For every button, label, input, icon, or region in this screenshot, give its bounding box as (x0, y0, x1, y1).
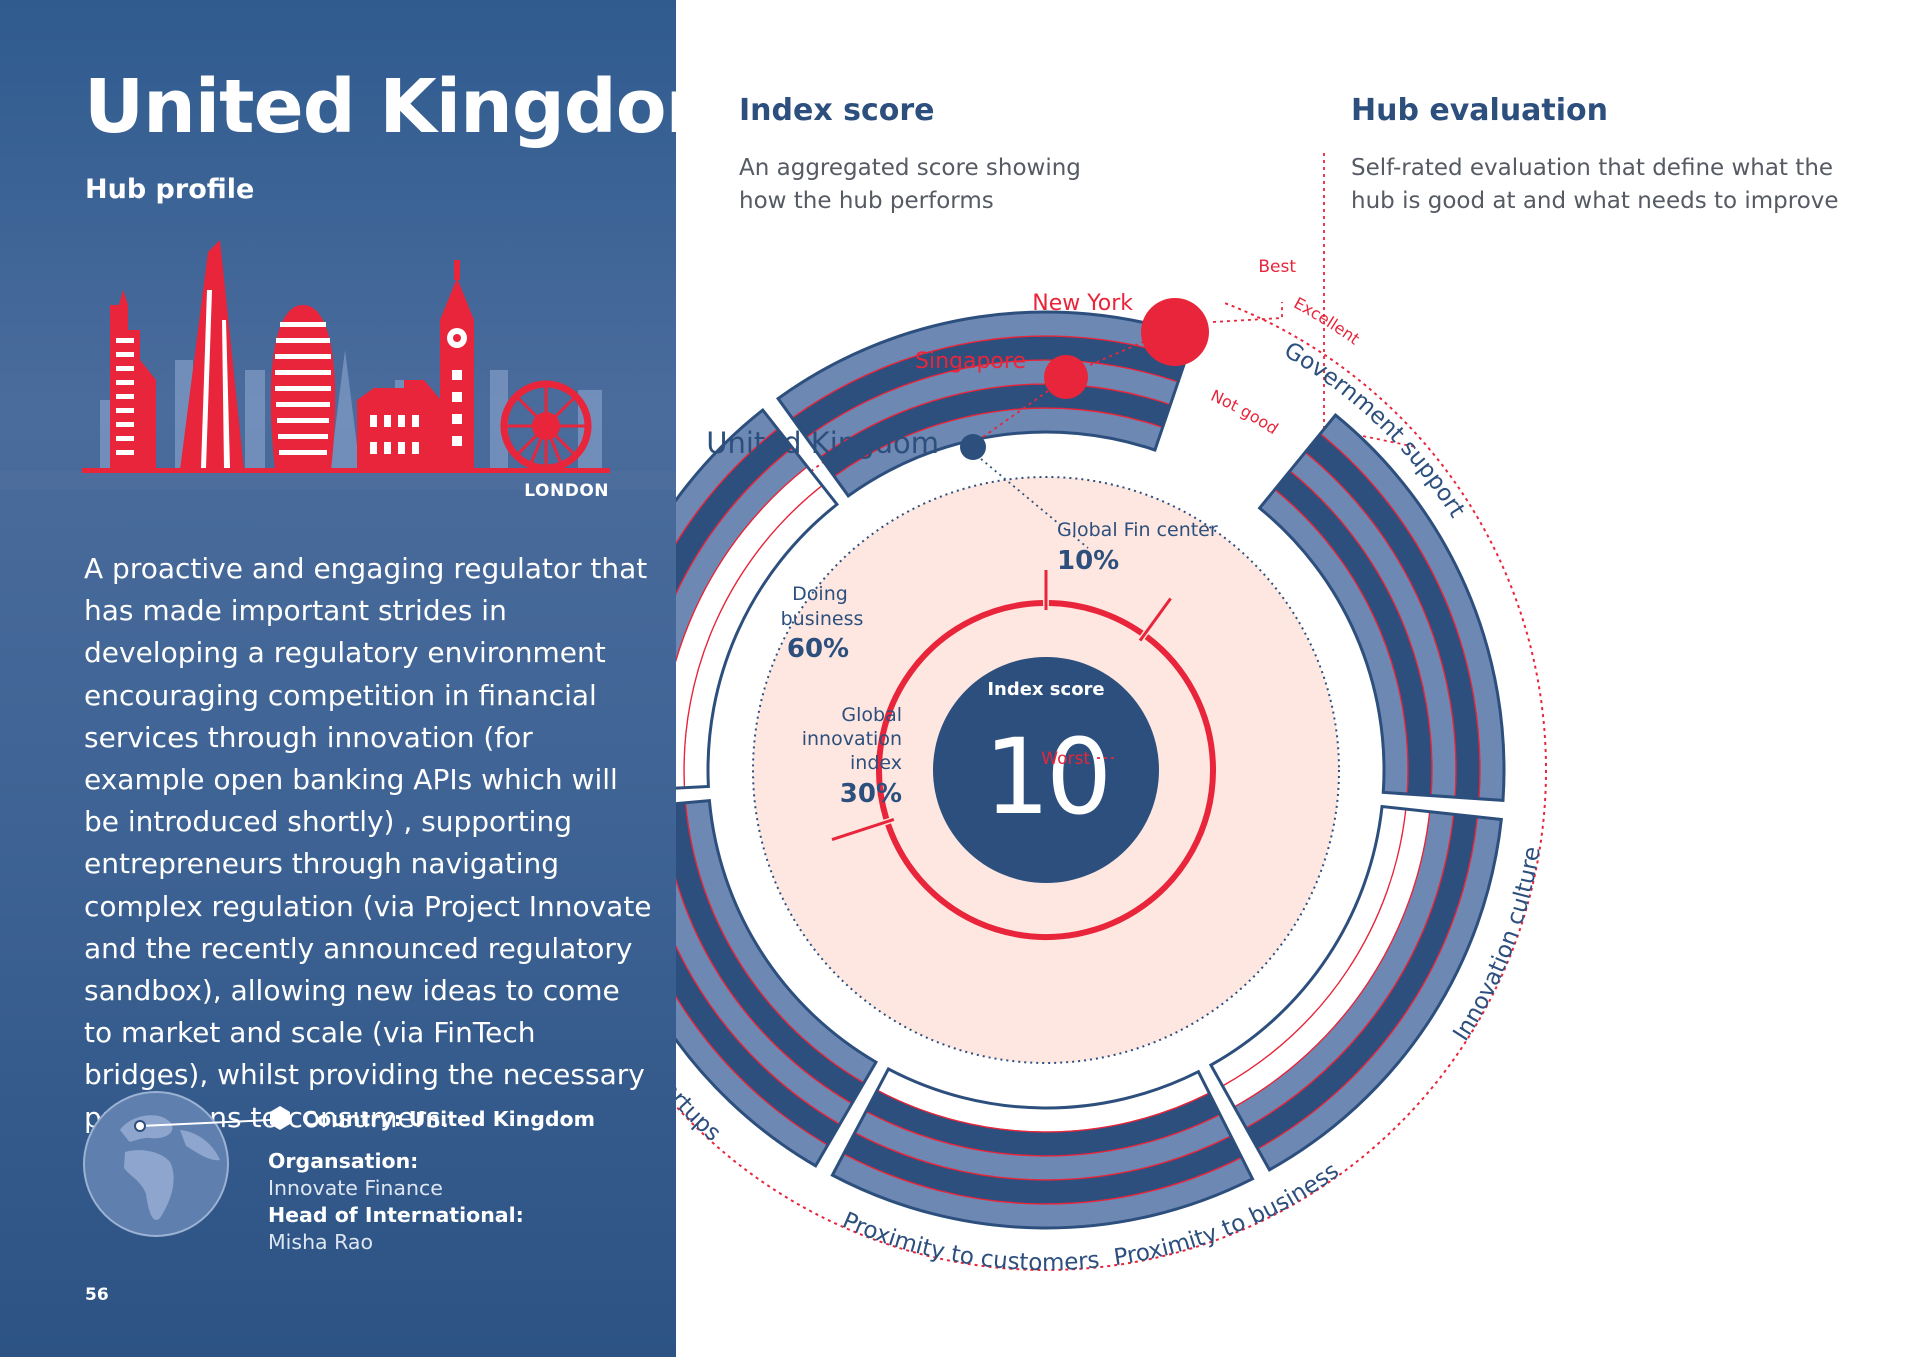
index-score-center-value: 10 (984, 716, 1108, 838)
segment-value-doing-business: 60% (787, 634, 849, 664)
hub-evaluation-description-line1: Self-rated evaluation that define what t… (1351, 155, 1833, 181)
head-of-international-label: Head of International: (268, 1203, 524, 1227)
globe-icon (83, 1091, 290, 1237)
bar-segment-other-country-s-startups (676, 407, 840, 790)
index-score-description-line1: An aggregated score showing (739, 155, 1081, 181)
hub-evaluation-heading: Hub evaluation (1351, 93, 1608, 128)
rank-label-singapore: Singapore (915, 349, 1026, 374)
rank-bubble-singapore (1044, 355, 1088, 399)
scale-label-best: Best (1258, 257, 1296, 277)
disk-dotted-rim (752, 476, 1340, 1064)
segment-name-doing-business-line1: Doing (792, 583, 848, 605)
segment-value-global-innovation: 30% (840, 779, 902, 809)
page-title: United Kingdom (84, 64, 676, 150)
page-subtitle: Hub profile (85, 174, 255, 205)
organisation-value: Innovate Finance (268, 1176, 443, 1200)
ranking-bubbles: New York Singapore United Kingdom Best Worst (706, 257, 1296, 769)
bar-segment-proximity-to-business (830, 1066, 1255, 1230)
hub-evaluation-description-line2: hub is good at and what needs to improve (1351, 188, 1839, 214)
index-ring-divider (831, 818, 895, 841)
index-ring-divider (1138, 597, 1172, 642)
bar-segment-regulation (775, 310, 1196, 498)
city-label: LONDON (524, 481, 609, 501)
rank-label-new-york: New York (1032, 291, 1133, 316)
london-skyline-illustration (0, 240, 676, 490)
segment-name-global-innovation-line3: index (850, 752, 902, 774)
hub-infographic: Index score An aggregated score showing … (676, 93, 1839, 1276)
scale-label-worst: Worst (1041, 749, 1090, 769)
bar-segment-innovation-culture (1208, 804, 1503, 1172)
index-score-heading: Index score (739, 93, 935, 128)
page-number: 56 (85, 1285, 109, 1305)
index-ring-segment (876, 600, 1044, 820)
scale-label-not-good: Not good (1208, 386, 1282, 438)
index-composition-ring: Global Fin center 10% Doing business 60% Glob… (781, 519, 1218, 940)
hub-description: A proactive and engaging regulator that … (84, 552, 652, 1134)
index-score-circle (933, 657, 1159, 883)
head-of-international-value: Misha Rao (268, 1230, 374, 1254)
organisation-label: Organsation: (268, 1149, 419, 1173)
segment-value-global-fin-center: 10% (1057, 546, 1119, 576)
segment-name-global-innovation-line1: Global (841, 704, 902, 726)
rank-label-united-kingdom: United Kingdom (706, 426, 939, 460)
rank-bubble-united-kingdom (960, 434, 986, 460)
segment-name-global-innovation-line2: innovation (802, 728, 902, 750)
index-score-description-line2: how the hub performs (739, 188, 994, 214)
bar-segment-government-support (1257, 412, 1506, 802)
segment-name-doing-business-line2: business (781, 608, 864, 630)
hub-profile-sidebar: United Kingdom Hub profile (0, 0, 676, 1357)
uk-to-disk-connector (980, 458, 1089, 549)
segment-name-global-fin-center: Global Fin center (1057, 519, 1218, 541)
rank-bubble-new-york (1141, 298, 1209, 366)
index-ring-segment (885, 634, 1216, 940)
index-score-center-label: Index score (987, 679, 1104, 700)
best-connector (1212, 302, 1283, 323)
bar-segment-proximity-to-customers (676, 799, 879, 1168)
rank-connector (1089, 341, 1144, 366)
index-ring-segment (1048, 600, 1144, 636)
outer-range-arc (676, 302, 1547, 1271)
country-label: Country: United Kingdom (302, 1107, 596, 1131)
